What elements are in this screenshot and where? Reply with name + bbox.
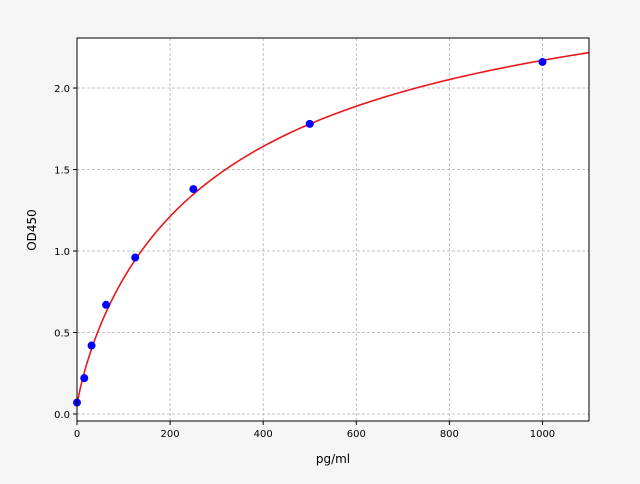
x-tick-label: 600 — [347, 429, 366, 440]
y-axis-label: OD450 — [25, 209, 39, 251]
plot-area — [77, 38, 589, 421]
x-axis-ticks: 0 200 400 600 800 1000 — [74, 421, 555, 440]
data-point — [87, 341, 96, 350]
data-point — [305, 119, 314, 128]
data-point — [189, 185, 198, 194]
fit-curve-line — [76, 51, 590, 406]
y-tick-label: 0.0 — [54, 410, 70, 421]
y-tick-label: 2.0 — [54, 84, 70, 95]
x-tick-label: 200 — [161, 429, 180, 440]
x-tick-label: 1000 — [530, 429, 555, 440]
y-tick-label: 1.5 — [54, 166, 70, 177]
data-point — [131, 253, 140, 262]
data-point — [102, 300, 111, 309]
data-point — [80, 374, 89, 383]
plot-frame — [76, 37, 590, 422]
y-tick-label: 1.0 — [54, 247, 70, 258]
y-axis-ticks: 0.0 0.5 1.0 1.5 2.0 — [54, 84, 77, 421]
x-tick-label: 400 — [254, 429, 273, 440]
x-tick-label: 800 — [440, 429, 459, 440]
y-tick-label: 0.5 — [54, 329, 70, 340]
fit-curve-layer — [76, 51, 590, 406]
data-point — [538, 57, 547, 66]
x-axis-label: pg/ml — [316, 452, 350, 466]
x-tick-label: 0 — [74, 429, 80, 440]
